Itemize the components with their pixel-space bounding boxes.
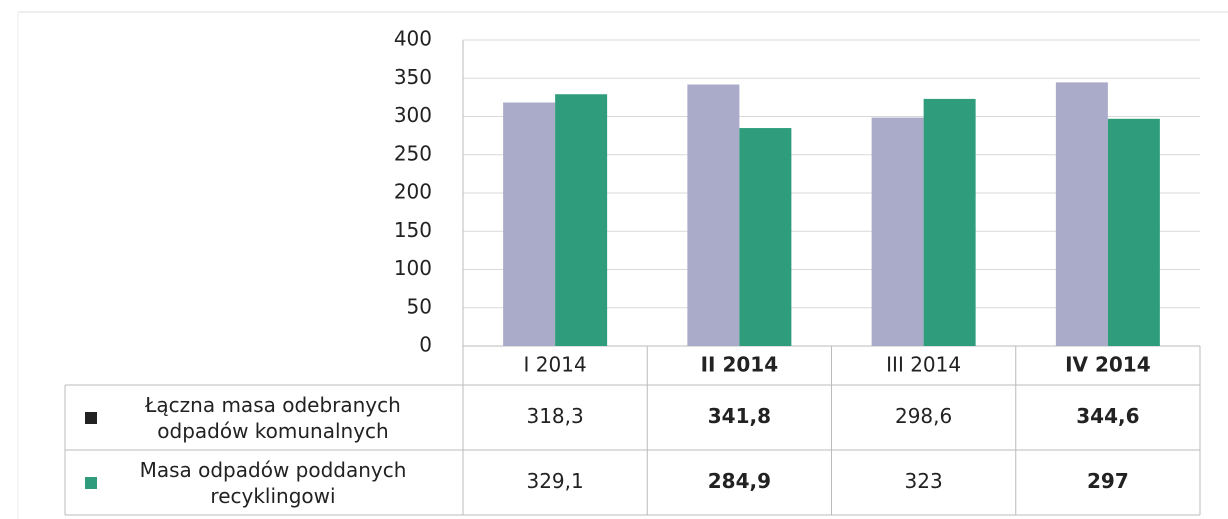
data-label: 284,9 bbox=[708, 469, 771, 493]
y-tick-label: 150 bbox=[394, 218, 432, 242]
legend-marker bbox=[85, 476, 97, 489]
y-tick-label: 50 bbox=[407, 294, 432, 318]
legend-label: Masa odpadów poddanych recyklingowi bbox=[139, 457, 407, 508]
data-label: 323 bbox=[905, 469, 943, 493]
x-tick-label: I 2014 bbox=[524, 353, 587, 377]
x-tick-label: III 2014 bbox=[886, 353, 961, 377]
y-tick-label: 250 bbox=[394, 141, 432, 165]
bar bbox=[687, 84, 740, 346]
bar bbox=[871, 117, 924, 346]
bar bbox=[555, 94, 608, 347]
x-tick-label: II 2014 bbox=[701, 353, 779, 377]
y-tick-label: 100 bbox=[394, 256, 432, 280]
data-label: 318,3 bbox=[526, 404, 583, 428]
y-tick-label: 0 bbox=[419, 333, 432, 357]
legend-label: Łączna masa odebranych odpadów komunalny… bbox=[145, 392, 401, 443]
legend-entry: Łączna masa odebranych odpadów komunalny… bbox=[65, 385, 463, 450]
data-label: 329,1 bbox=[526, 469, 583, 493]
y-tick-label: 200 bbox=[394, 180, 432, 204]
data-label: 298,6 bbox=[895, 404, 952, 428]
bar bbox=[739, 128, 792, 346]
bar bbox=[1055, 82, 1108, 347]
y-tick-label: 350 bbox=[394, 65, 432, 89]
bar bbox=[503, 102, 556, 346]
y-tick-label: 300 bbox=[394, 103, 432, 127]
legend-entry: Masa odpadów poddanych recyklingowi bbox=[65, 450, 463, 515]
legend-marker bbox=[85, 411, 97, 424]
bar bbox=[1107, 118, 1160, 346]
data-label: 341,8 bbox=[708, 404, 771, 428]
x-tick-label: IV 2014 bbox=[1065, 353, 1151, 377]
data-label: 297 bbox=[1087, 469, 1129, 493]
y-tick-label: 400 bbox=[394, 27, 432, 51]
bar bbox=[923, 98, 976, 346]
data-label: 344,6 bbox=[1076, 404, 1139, 428]
